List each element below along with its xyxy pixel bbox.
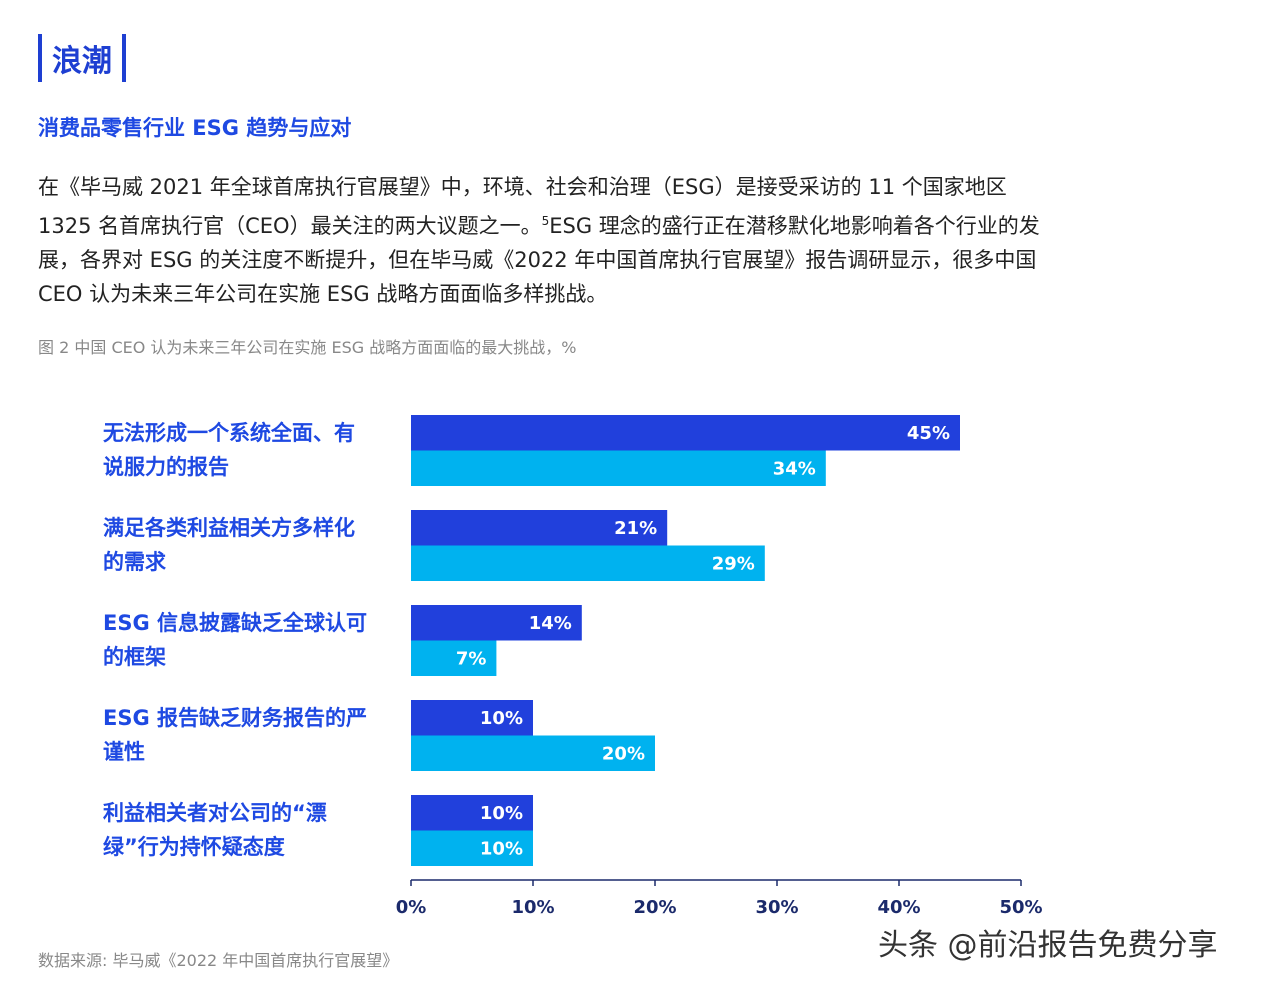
bar: [411, 640, 497, 676]
category-label: ESG 信息披露缺乏全球认可的框架: [103, 611, 368, 669]
x-tick-label: 40%: [877, 897, 920, 918]
bar: [411, 605, 582, 641]
section-title: 浪潮: [38, 34, 126, 82]
bar: [411, 795, 533, 831]
bar: [411, 510, 668, 546]
value-label: 7%: [456, 648, 487, 669]
bar: [411, 450, 826, 486]
x-tick-label: 10%: [511, 897, 554, 918]
value-label: 10%: [480, 803, 523, 824]
bar: [411, 415, 960, 451]
x-tick-label: 30%: [755, 897, 798, 918]
text: ESG 理念的盛行正在潜移默化地影响着各个行业的发展，各界对 ESG 的关注度不…: [38, 214, 1040, 306]
x-tick-label: 0%: [396, 897, 427, 918]
category-label: 利益相关者对公司的“漂绿”行为持怀疑态度: [103, 801, 327, 859]
value-label: 20%: [602, 743, 645, 764]
watermark: 头条 @前沿报告免费分享: [878, 928, 1218, 963]
value-label: 29%: [712, 553, 755, 574]
x-tick-label: 20%: [633, 897, 676, 918]
value-label: 14%: [529, 613, 572, 634]
value-label: 34%: [773, 458, 816, 479]
bar: [411, 830, 533, 866]
category-label: 无法形成一个系统全面、有说服力的报告: [103, 421, 355, 479]
subtitle: 消费品零售行业 ESG 趋势与应对: [38, 116, 352, 140]
bar: [411, 735, 655, 771]
x-tick-label: 50%: [999, 897, 1042, 918]
footnote: 5: [541, 214, 550, 228]
chart-title: 图 2 中国 CEO 认为未来三年公司在实施 ESG 战略方面面临的最大挑战，%: [38, 338, 577, 357]
bar: [411, 545, 765, 581]
value-label: 10%: [480, 838, 523, 859]
category-label: 满足各类利益相关方多样化的需求: [103, 516, 355, 574]
bar: [411, 700, 533, 736]
source: 数据来源: 毕马威《2022 年中国首席执行官展望》: [38, 951, 399, 970]
value-label: 10%: [480, 708, 523, 729]
paragraph: 在《毕马威 2021 年全球首席执行官展望》中，环境、社会和治理（ESG）是接受…: [38, 170, 1058, 311]
text: 在《毕马威 2021 年全球首席执行官展望》中，环境、社会和治理（ESG）是接受…: [38, 175, 1007, 238]
value-label: 45%: [907, 423, 950, 444]
value-label: 21%: [614, 518, 657, 539]
category-label: ESG 报告缺乏财务报告的严谨性: [103, 706, 368, 764]
